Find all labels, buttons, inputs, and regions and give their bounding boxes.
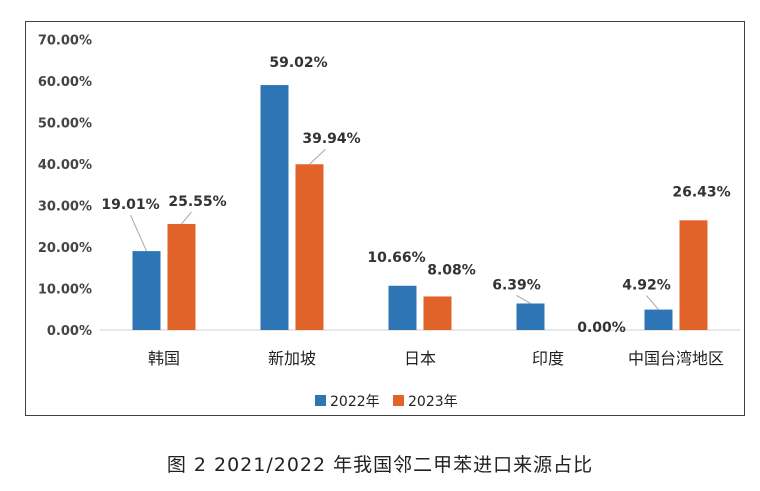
- data-labels: 19.01% 25.55% 59.02% 39.94% 10.66%8.08% 6.39%…: [101, 55, 730, 336]
- category-label: 中国台湾地区: [628, 349, 724, 368]
- legend-swatch: [315, 395, 326, 406]
- data-label: 4.92%: [622, 278, 671, 294]
- bar-2022-1: [260, 85, 289, 330]
- category-label: 韩国: [148, 349, 180, 368]
- leader-line: [130, 214, 147, 252]
- bar-2023-4: [679, 220, 708, 330]
- category-labels: 韩国 新加坡 日本 印度 中国台湾地区: [148, 349, 724, 368]
- data-label: 25.55%: [168, 194, 226, 210]
- data-label: 59.02%: [269, 55, 327, 71]
- data-label: 8.08%: [427, 262, 476, 278]
- data-label: 19.01%: [101, 197, 159, 213]
- bar-2022-0: [132, 251, 161, 330]
- bar-2023-1: [295, 164, 324, 330]
- y-tick-label: 40.00%: [38, 158, 92, 173]
- legend: 2022年 2023年: [315, 394, 458, 410]
- bar-2023-2: [423, 296, 452, 330]
- data-label: 39.94%: [302, 131, 360, 147]
- bar-2023-0: [167, 223, 196, 330]
- data-label: 26.43%: [672, 184, 730, 200]
- leader-line: [516, 295, 531, 304]
- category-label: 新加坡: [268, 349, 316, 368]
- leader-line: [309, 148, 326, 165]
- y-tick-label: 70.00%: [38, 34, 92, 49]
- y-tick-label: 60.00%: [38, 75, 92, 90]
- category-label: 印度: [532, 349, 564, 368]
- leader-line: [181, 211, 192, 225]
- bar-2022-4: [644, 309, 673, 330]
- legend-swatch: [393, 395, 404, 406]
- bar-2022-2: [388, 285, 417, 330]
- chart-svg: 0.00% 10.00% 20.00% 30.00% 40.00% 50.00% 60.00…: [38, 34, 740, 410]
- y-tick-label: 30.00%: [38, 200, 92, 215]
- bar-2022-3: [516, 303, 545, 330]
- data-label: 6.39%: [492, 277, 541, 293]
- bars: [132, 85, 708, 330]
- data-label: 0.00%: [577, 320, 626, 336]
- category-label: 日本: [404, 349, 436, 368]
- legend-label: 2023年: [408, 394, 458, 410]
- y-axis-ticks: 0.00% 10.00% 20.00% 30.00% 40.00% 50.00% 60.00…: [38, 34, 92, 340]
- y-tick-label: 10.00%: [38, 283, 92, 298]
- leader-line: [646, 295, 659, 310]
- leader-lines: [130, 148, 659, 310]
- y-tick-label: 20.00%: [38, 241, 92, 256]
- legend-label: 2022年: [330, 394, 380, 410]
- data-label: 10.66%: [367, 250, 425, 266]
- y-tick-label: 0.00%: [47, 324, 92, 339]
- y-tick-label: 50.00%: [38, 117, 92, 132]
- figure-caption: 图 2 2021/2022 年我国邻二甲苯进口来源占比: [166, 454, 594, 476]
- chart-frame: [25, 21, 745, 416]
